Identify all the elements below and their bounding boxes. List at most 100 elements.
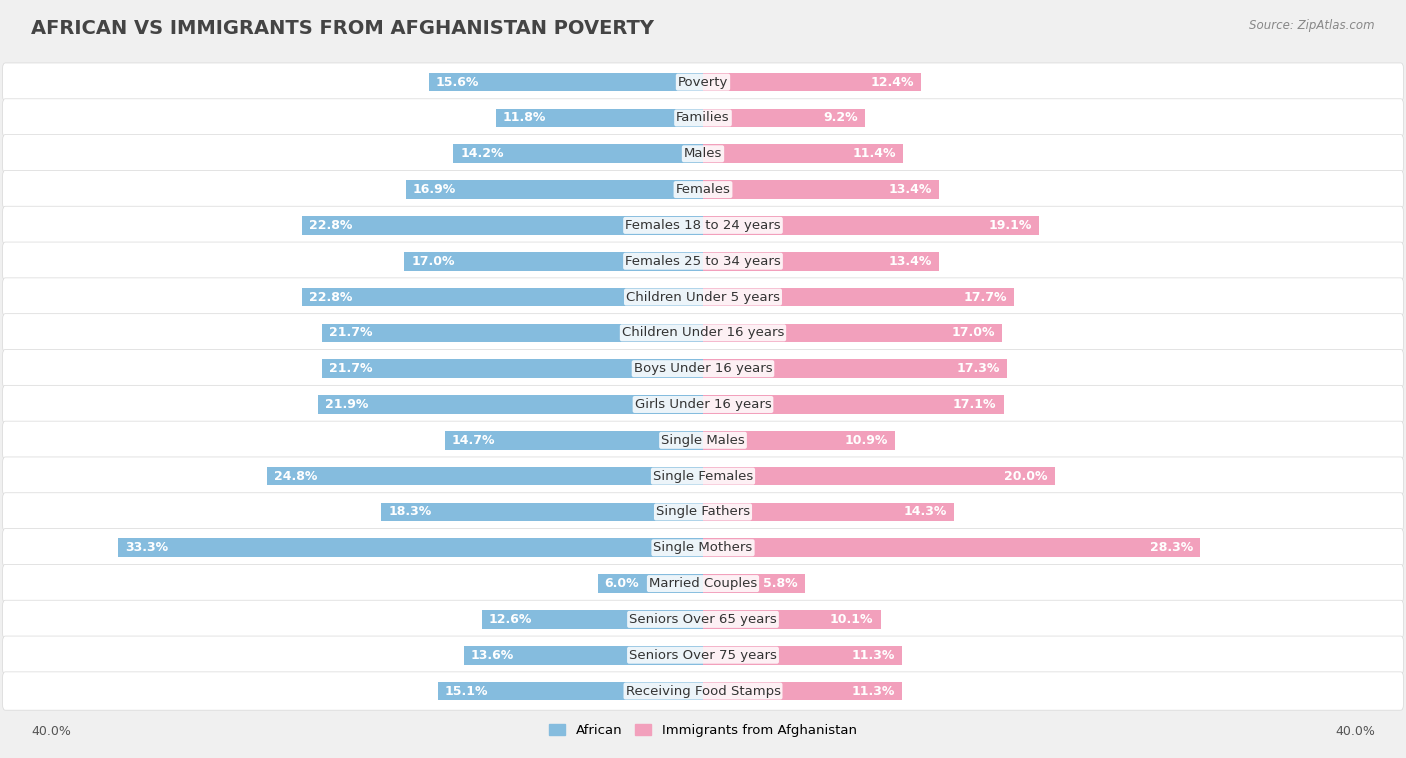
Bar [703, 324, 1001, 342]
Bar [322, 359, 703, 378]
Text: 40.0%: 40.0% [31, 725, 70, 738]
Bar [703, 610, 880, 628]
Text: 12.6%: 12.6% [489, 613, 531, 626]
Bar [703, 288, 1014, 306]
Text: 22.8%: 22.8% [309, 290, 353, 303]
Text: 40.0%: 40.0% [1336, 725, 1375, 738]
Text: 13.4%: 13.4% [889, 183, 932, 196]
Text: 5.8%: 5.8% [763, 577, 799, 590]
Text: 17.7%: 17.7% [963, 290, 1007, 303]
Text: Single Females: Single Females [652, 470, 754, 483]
Bar [464, 646, 703, 665]
Bar [703, 145, 904, 163]
Text: 6.0%: 6.0% [605, 577, 640, 590]
Text: AFRICAN VS IMMIGRANTS FROM AFGHANISTAN POVERTY: AFRICAN VS IMMIGRANTS FROM AFGHANISTAN P… [31, 19, 654, 38]
FancyBboxPatch shape [3, 349, 1403, 388]
Text: Seniors Over 75 years: Seniors Over 75 years [628, 649, 778, 662]
FancyBboxPatch shape [3, 242, 1403, 280]
Text: Married Couples: Married Couples [650, 577, 756, 590]
Text: 33.3%: 33.3% [125, 541, 167, 554]
Bar [703, 681, 901, 700]
Bar [318, 395, 703, 414]
Text: 15.6%: 15.6% [436, 76, 479, 89]
Text: 17.3%: 17.3% [956, 362, 1000, 375]
Bar [703, 575, 804, 593]
Text: 28.3%: 28.3% [1150, 541, 1194, 554]
Bar [703, 503, 955, 522]
Bar [481, 610, 703, 628]
Text: Receiving Food Stamps: Receiving Food Stamps [626, 684, 780, 697]
Text: Females 25 to 34 years: Females 25 to 34 years [626, 255, 780, 268]
Text: 19.1%: 19.1% [988, 219, 1032, 232]
Text: Source: ZipAtlas.com: Source: ZipAtlas.com [1250, 19, 1375, 32]
Bar [703, 252, 939, 271]
Text: 10.1%: 10.1% [830, 613, 873, 626]
Text: Girls Under 16 years: Girls Under 16 years [634, 398, 772, 411]
Bar [381, 503, 703, 522]
Text: 15.1%: 15.1% [444, 684, 488, 697]
Bar [703, 73, 921, 92]
Text: 13.6%: 13.6% [471, 649, 515, 662]
Text: 14.3%: 14.3% [904, 506, 948, 518]
Text: Families: Families [676, 111, 730, 124]
Bar [444, 431, 703, 449]
FancyBboxPatch shape [3, 528, 1403, 567]
Text: Children Under 5 years: Children Under 5 years [626, 290, 780, 303]
Text: 9.2%: 9.2% [823, 111, 858, 124]
Text: 12.4%: 12.4% [870, 76, 914, 89]
FancyBboxPatch shape [3, 672, 1403, 710]
Bar [703, 538, 1201, 557]
Bar [267, 467, 703, 485]
Text: 21.7%: 21.7% [329, 327, 373, 340]
Text: Seniors Over 65 years: Seniors Over 65 years [628, 613, 778, 626]
FancyBboxPatch shape [3, 565, 1403, 603]
FancyBboxPatch shape [3, 636, 1403, 675]
FancyBboxPatch shape [3, 314, 1403, 352]
Bar [322, 324, 703, 342]
FancyBboxPatch shape [3, 206, 1403, 245]
Text: Females 18 to 24 years: Females 18 to 24 years [626, 219, 780, 232]
Bar [703, 467, 1054, 485]
FancyBboxPatch shape [3, 278, 1403, 316]
Bar [118, 538, 703, 557]
FancyBboxPatch shape [3, 99, 1403, 137]
Text: Females: Females [675, 183, 731, 196]
Bar [405, 252, 703, 271]
Text: 18.3%: 18.3% [388, 506, 432, 518]
Text: 21.9%: 21.9% [325, 398, 368, 411]
Text: Males: Males [683, 147, 723, 160]
Bar [703, 180, 939, 199]
Bar [496, 108, 703, 127]
Text: Single Males: Single Males [661, 434, 745, 446]
Text: 21.7%: 21.7% [329, 362, 373, 375]
Bar [302, 288, 703, 306]
Text: 17.1%: 17.1% [953, 398, 997, 411]
Text: Children Under 16 years: Children Under 16 years [621, 327, 785, 340]
Text: Single Mothers: Single Mothers [654, 541, 752, 554]
Text: 22.8%: 22.8% [309, 219, 353, 232]
Text: Poverty: Poverty [678, 76, 728, 89]
Bar [437, 681, 703, 700]
Bar [703, 395, 1004, 414]
Text: 11.3%: 11.3% [851, 684, 894, 697]
FancyBboxPatch shape [3, 171, 1403, 208]
Bar [703, 108, 865, 127]
Text: 10.9%: 10.9% [844, 434, 887, 446]
FancyBboxPatch shape [3, 63, 1403, 102]
Text: 13.4%: 13.4% [889, 255, 932, 268]
Bar [302, 216, 703, 235]
Text: 14.7%: 14.7% [451, 434, 495, 446]
FancyBboxPatch shape [3, 600, 1403, 638]
FancyBboxPatch shape [3, 385, 1403, 424]
Legend: African, Immigrants from Afghanistan: African, Immigrants from Afghanistan [544, 719, 862, 742]
Bar [703, 216, 1039, 235]
Bar [406, 180, 703, 199]
Bar [429, 73, 703, 92]
Text: 11.3%: 11.3% [851, 649, 894, 662]
FancyBboxPatch shape [3, 493, 1403, 531]
Bar [703, 431, 894, 449]
Bar [703, 646, 901, 665]
Bar [703, 359, 1007, 378]
Text: 14.2%: 14.2% [461, 147, 503, 160]
Text: Single Fathers: Single Fathers [657, 506, 749, 518]
